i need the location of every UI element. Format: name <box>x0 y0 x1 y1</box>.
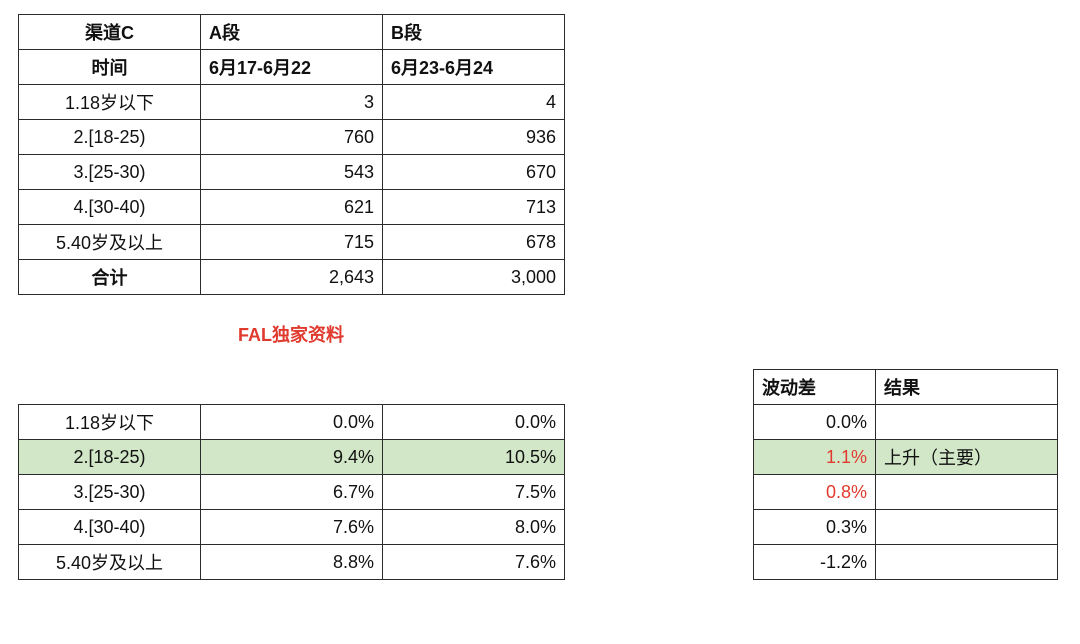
diff-value: 0.3% <box>754 510 876 545</box>
table-row: -1.2% <box>754 545 1058 580</box>
table-header-row: 时间 6月17-6月22 6月23-6月24 <box>19 50 565 85</box>
cell-value: 678 <box>383 225 565 260</box>
result-value <box>876 405 1058 440</box>
row-label: 4.[30-40) <box>19 510 201 545</box>
header-cell: A段 <box>201 15 383 50</box>
cell-value: 936 <box>383 120 565 155</box>
cell-value: 670 <box>383 155 565 190</box>
result-value <box>876 510 1058 545</box>
cell-value: 4 <box>383 85 565 120</box>
cell-value: 10.5% <box>383 440 565 475</box>
diff-value: 0.8% <box>754 475 876 510</box>
cell-value: 621 <box>201 190 383 225</box>
cell-value: 715 <box>201 225 383 260</box>
diff-value: 0.0% <box>754 405 876 440</box>
row-label: 1.18岁以下 <box>19 85 201 120</box>
table-row: 0.0% <box>754 405 1058 440</box>
header-cell: 结果 <box>876 370 1058 405</box>
cell-value: 7.5% <box>383 475 565 510</box>
total-value: 2,643 <box>201 260 383 295</box>
header-cell: 渠道C <box>19 15 201 50</box>
cell-value: 8.0% <box>383 510 565 545</box>
table-channel-counts: 渠道C A段 B段 时间 6月17-6月22 6月23-6月24 1.18岁以下… <box>18 14 565 295</box>
cell-value: 7.6% <box>201 510 383 545</box>
table-row: 1.18岁以下 3 4 <box>19 85 565 120</box>
cell-value: 713 <box>383 190 565 225</box>
table-row: 1.18岁以下 0.0% 0.0% <box>19 405 565 440</box>
row-label: 5.40岁及以上 <box>19 225 201 260</box>
cell-value: 8.8% <box>201 545 383 580</box>
table-row: 2.[18-25) 9.4% 10.5% <box>19 440 565 475</box>
table-row: 1.1% 上升（主要） <box>754 440 1058 475</box>
row-label: 3.[25-30) <box>19 475 201 510</box>
header-cell: 6月17-6月22 <box>201 50 383 85</box>
row-label: 3.[25-30) <box>19 155 201 190</box>
diff-value: 1.1% <box>754 440 876 475</box>
cell-value: 0.0% <box>383 405 565 440</box>
cell-value: 0.0% <box>201 405 383 440</box>
cell-value: 9.4% <box>201 440 383 475</box>
watermark-text: FAL独家资料 <box>18 321 564 347</box>
header-cell: 波动差 <box>754 370 876 405</box>
table-total-row: 合计 2,643 3,000 <box>19 260 565 295</box>
table-row: 4.[30-40) 7.6% 8.0% <box>19 510 565 545</box>
table-percentages: 1.18岁以下 0.0% 0.0% 2.[18-25) 9.4% 10.5% 3… <box>18 404 565 580</box>
header-cell: B段 <box>383 15 565 50</box>
row-label: 1.18岁以下 <box>19 405 201 440</box>
table-row: 5.40岁及以上 715 678 <box>19 225 565 260</box>
header-cell: 时间 <box>19 50 201 85</box>
row-label: 2.[18-25) <box>19 120 201 155</box>
table-diff-result: 波动差 结果 0.0% 1.1% 上升（主要） 0.8% 0.3% -1.2% <box>753 369 1058 580</box>
row-label: 2.[18-25) <box>19 440 201 475</box>
row-label: 4.[30-40) <box>19 190 201 225</box>
header-cell: 6月23-6月24 <box>383 50 565 85</box>
table-header-row: 渠道C A段 B段 <box>19 15 565 50</box>
table-row: 3.[25-30) 543 670 <box>19 155 565 190</box>
table-row: 0.3% <box>754 510 1058 545</box>
table-row: 0.8% <box>754 475 1058 510</box>
row-label: 5.40岁及以上 <box>19 545 201 580</box>
result-value <box>876 545 1058 580</box>
total-value: 3,000 <box>383 260 565 295</box>
table-row: 2.[18-25) 760 936 <box>19 120 565 155</box>
table-row: 4.[30-40) 621 713 <box>19 190 565 225</box>
cell-value: 7.6% <box>383 545 565 580</box>
total-label: 合计 <box>19 260 201 295</box>
diff-value: -1.2% <box>754 545 876 580</box>
cell-value: 543 <box>201 155 383 190</box>
cell-value: 3 <box>201 85 383 120</box>
result-value: 上升（主要） <box>876 440 1058 475</box>
table-row: 3.[25-30) 6.7% 7.5% <box>19 475 565 510</box>
result-value <box>876 475 1058 510</box>
table-row: 5.40岁及以上 8.8% 7.6% <box>19 545 565 580</box>
cell-value: 6.7% <box>201 475 383 510</box>
table-header-row: 波动差 结果 <box>754 370 1058 405</box>
cell-value: 760 <box>201 120 383 155</box>
